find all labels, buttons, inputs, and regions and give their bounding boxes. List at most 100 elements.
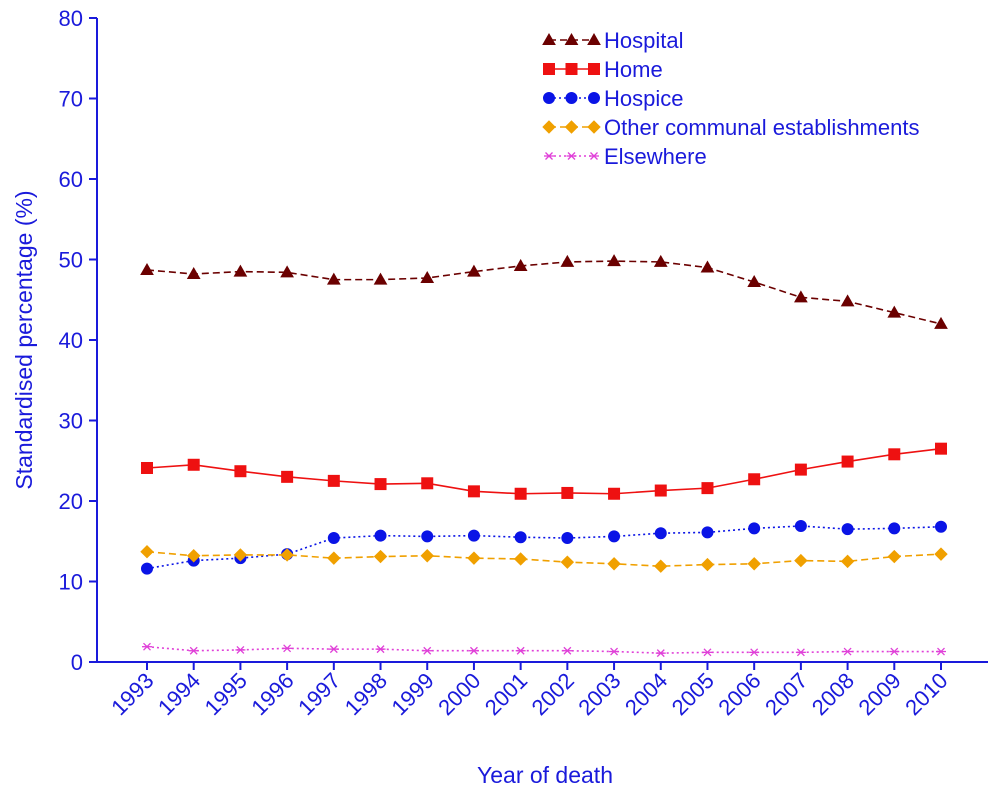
- data-point: [467, 529, 480, 542]
- series-hospital: [140, 254, 948, 329]
- data-point: [561, 486, 574, 499]
- x-tick-label: 2009: [854, 668, 906, 720]
- data-point: [141, 461, 153, 474]
- data-point: [282, 644, 293, 653]
- data-point: [421, 477, 434, 490]
- data-point: [608, 530, 621, 543]
- x-tick-label: 1997: [293, 668, 345, 720]
- data-point: [654, 527, 667, 540]
- legend-item: Home: [543, 57, 663, 82]
- series-line: [146, 525, 942, 570]
- series-elsewhere: [142, 642, 946, 658]
- y-tick-label: 10: [59, 570, 83, 595]
- x-tick-label: 1995: [200, 668, 252, 720]
- data-point: [233, 548, 248, 562]
- data-point: [514, 531, 527, 544]
- data-point: [513, 552, 528, 566]
- data-point: [327, 551, 341, 565]
- data-point: [467, 264, 481, 277]
- data-point: [186, 549, 201, 563]
- legend: Hospital Home Hospice Other communal establ…: [542, 28, 919, 169]
- data-point: [935, 520, 947, 533]
- data-point: [748, 522, 761, 535]
- y-tick-label: 0: [71, 650, 83, 675]
- data-point: [560, 254, 575, 267]
- data-point: [374, 529, 387, 542]
- data-point: [328, 645, 339, 654]
- x-tick-label: 1999: [386, 668, 438, 720]
- axes: 0102030405060708019931994199519961997199…: [59, 6, 988, 720]
- data-point: [747, 557, 761, 571]
- series-line: [146, 260, 942, 325]
- data-point: [467, 551, 481, 565]
- legend-marker: [587, 32, 601, 45]
- data-point: [887, 305, 902, 318]
- legend-label: Other communal establishments: [604, 115, 919, 140]
- data-point: [375, 645, 386, 654]
- data-point: [373, 272, 388, 285]
- data-point: [794, 553, 808, 568]
- legend-item: Other communal establishments: [542, 115, 919, 140]
- data-point: [700, 260, 715, 273]
- y-tick-label: 60: [59, 167, 83, 192]
- x-tick-label: 1993: [106, 668, 158, 720]
- data-point: [607, 557, 621, 571]
- data-point: [654, 484, 667, 497]
- data-point: [561, 532, 574, 545]
- y-tick-label: 30: [59, 409, 83, 434]
- data-point: [654, 559, 668, 573]
- legend-marker: [544, 152, 554, 160]
- data-point: [233, 264, 248, 277]
- data-point: [280, 265, 294, 278]
- data-point: [655, 649, 666, 658]
- y-tick-label: 80: [59, 6, 83, 31]
- data-point: [841, 455, 854, 468]
- data-point: [141, 562, 153, 575]
- data-point: [888, 522, 901, 535]
- data-point: [326, 272, 341, 285]
- x-tick-label: 2005: [667, 668, 719, 720]
- legend-marker: [588, 92, 600, 104]
- y-tick-label: 70: [59, 87, 83, 112]
- data-point: [515, 646, 526, 655]
- series-other-communal-establishments: [140, 545, 948, 573]
- data-point: [327, 474, 340, 487]
- x-tick-label: 2001: [480, 668, 532, 720]
- legend-label: Elsewhere: [604, 144, 707, 169]
- x-tick-label: 1994: [153, 668, 205, 720]
- data-point: [609, 647, 620, 656]
- x-tick-label: 1998: [340, 668, 392, 720]
- y-tick-label: 20: [59, 489, 83, 514]
- data-point: [327, 532, 340, 545]
- legend-marker: [543, 92, 555, 104]
- data-point: [795, 648, 806, 657]
- data-point: [841, 523, 854, 536]
- data-point: [140, 545, 154, 559]
- series-home: [141, 442, 947, 500]
- data-point: [186, 266, 201, 279]
- data-point: [887, 549, 902, 564]
- data-point: [514, 487, 527, 500]
- series-line: [146, 447, 942, 495]
- data-point: [188, 646, 199, 655]
- x-tick-label: 2006: [713, 668, 765, 720]
- legend-marker: [589, 152, 599, 160]
- data-point: [749, 648, 760, 657]
- data-point: [794, 519, 807, 532]
- data-point: [608, 487, 621, 500]
- data-point: [468, 646, 479, 655]
- data-point: [653, 254, 668, 267]
- data-point: [187, 458, 200, 471]
- data-point: [794, 463, 807, 476]
- data-point: [140, 262, 154, 275]
- data-point: [842, 647, 853, 656]
- data-point: [701, 526, 714, 539]
- data-point: [934, 316, 948, 329]
- data-point: [562, 646, 573, 655]
- data-point: [281, 470, 294, 483]
- data-point: [700, 557, 715, 572]
- data-point: [280, 548, 294, 562]
- x-tick-label: 2003: [573, 668, 625, 720]
- data-point: [513, 258, 528, 271]
